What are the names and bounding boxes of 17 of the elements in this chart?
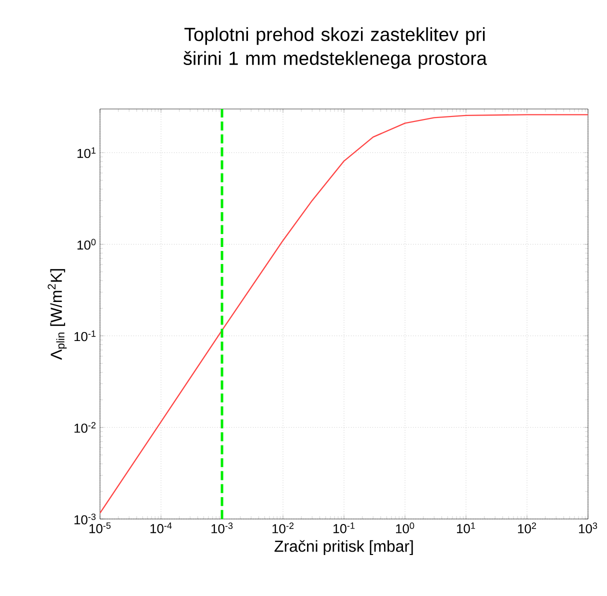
x-tick-label: 10$^{2}$ [518,522,536,534]
chart-title: Toplotni prehod skozi zasteklitev pri širini 1 mm medsteklenega prostora [184,27,487,69]
y-tick-label: 10$^{-2}$ [74,422,96,433]
x-tick-label: 10$^{1}$ [457,522,476,534]
x-axis-title: Zračni pritisk [mbar] [274,540,413,556]
x-tick-label: 10$^{-5}$ [90,522,111,534]
x-tick-label: 10$^{-3}$ [212,522,233,534]
y-tick-label: 10$^{0}$ [78,238,96,250]
x-tick-label: 10$^{-4}$ [150,522,172,534]
y-axis-title: Λ$_{plin}$ [W/m$^{2}$K] [48,269,67,360]
y-tick-label: 10$^{1}$ [78,147,96,158]
x-tick-label: 10$^{3}$ [579,522,598,534]
x-tick-label: 10$^{-2}$ [272,522,294,534]
x-tick-label: 10$^{-1}$ [334,522,355,534]
y-tick-label: 10$^{-3}$ [74,514,96,524]
x-tick-label: 10$^{0}$ [396,522,414,534]
y-tick-label: 10$^{-1}$ [74,330,96,342]
